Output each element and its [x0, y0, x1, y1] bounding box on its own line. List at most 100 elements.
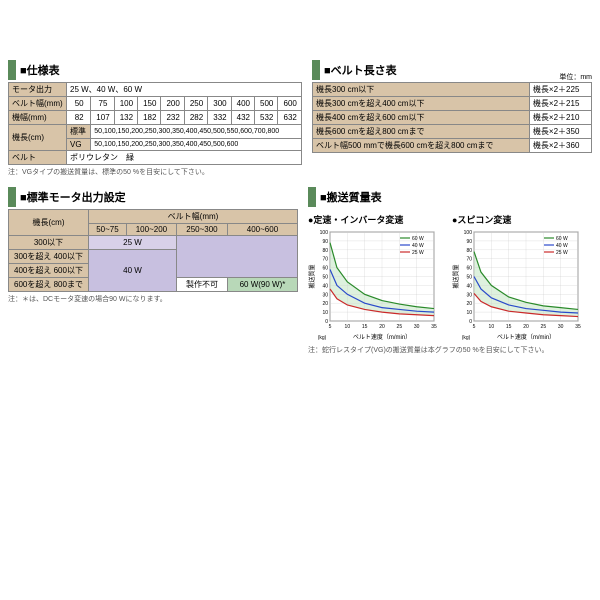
svg-text:搬送質量: 搬送質量 [308, 264, 316, 288]
svg-text:10: 10 [466, 310, 472, 316]
spec-cell: 600 [278, 97, 302, 111]
svg-text:15: 15 [362, 324, 368, 330]
spec-sub: VG [67, 139, 91, 151]
length-table: 機長300 cm以下機長×2＋225機長300 cmを超え400 cm以下機長×… [312, 82, 592, 153]
set-col: 400~600 [227, 224, 297, 236]
spec-cell: 50 [67, 97, 91, 111]
svg-text:5: 5 [329, 324, 332, 330]
set-row: 400を超え 600以下 [9, 264, 89, 278]
w25: 25 W [89, 236, 177, 250]
spec-cell: 632 [278, 111, 302, 125]
svg-text:5: 5 [473, 324, 476, 330]
svg-text:30: 30 [414, 324, 420, 330]
svg-text:30: 30 [466, 292, 472, 298]
svg-text:20: 20 [523, 324, 529, 330]
spec-label: 機幅(mm) [9, 111, 67, 125]
chart2-title: ●スピコン変速 [452, 213, 592, 226]
spec-title: ■仕様表 [8, 60, 302, 80]
spec-cell: 532 [255, 111, 278, 125]
svg-text:20: 20 [379, 324, 385, 330]
set-col: 250~300 [176, 224, 227, 236]
col-header: ベルト幅(mm) [89, 210, 298, 224]
spec-label: ベルト幅(mm) [9, 97, 67, 111]
len-cell: 機長600 cmを超え800 cmまで [313, 125, 530, 139]
svg-text:10: 10 [489, 324, 495, 330]
set-col: 100~200 [126, 224, 176, 236]
svg-text:30: 30 [322, 292, 328, 298]
transport-title: ■搬送質量表 [308, 187, 592, 207]
len-cell: 機長×2＋360 [529, 139, 591, 153]
svg-text:60 W: 60 W [556, 236, 568, 242]
len-cell: 機長×2＋225 [529, 83, 591, 97]
svg-text:35: 35 [431, 324, 437, 330]
setting-note: 注：＊は、DCモータ変速の場合90 Wになります。 [8, 294, 298, 304]
svg-text:80: 80 [322, 248, 328, 254]
svg-text:ベルト速度（m/min）: ベルト速度（m/min） [353, 333, 411, 341]
len-cell: 機長300 cmを超え400 cm以下 [313, 97, 530, 111]
spec-cell: 150 [138, 97, 161, 111]
spec-val: 25 W、40 W、60 W [67, 83, 302, 97]
spec-sub: 標準 [67, 125, 91, 139]
svg-text:60: 60 [322, 266, 328, 272]
len-cell: 機長×2＋210 [529, 111, 591, 125]
w40: 40 W [89, 250, 177, 292]
spec-cell: 250 [184, 97, 207, 111]
svg-text:35: 35 [575, 324, 581, 330]
svg-text:60 W: 60 W [412, 236, 424, 242]
svg-text:25 W: 25 W [556, 250, 568, 256]
spec-cell: 200 [161, 97, 184, 111]
spec-cell: 232 [161, 111, 184, 125]
len-cell: 機長×2＋350 [529, 125, 591, 139]
svg-text:25: 25 [541, 324, 547, 330]
spec-note: 注：VGタイプの搬送質量は、標準の50 %を目安にして下さい。 [8, 167, 302, 177]
svg-text:40 W: 40 W [556, 243, 568, 249]
w40 [176, 236, 297, 278]
svg-text:100: 100 [320, 230, 329, 236]
svg-text:40: 40 [466, 283, 472, 289]
spec-cell: 300 [208, 97, 231, 111]
svg-text:ベルト速度（m/min）: ベルト速度（m/min） [497, 333, 555, 341]
set-row: 600を超え 800まで [9, 278, 89, 292]
svg-text:20: 20 [322, 301, 328, 307]
svg-text:25 W: 25 W [412, 250, 424, 256]
setting-table: 機長(cm)ベルト幅(mm) 50~75100~200250~300400~60… [8, 209, 298, 292]
svg-text:(kg): (kg) [462, 335, 471, 341]
w60: 60 W(90 W)* [227, 278, 297, 292]
len-cell: 機長400 cmを超え600 cm以下 [313, 111, 530, 125]
svg-text:(kg): (kg) [318, 335, 327, 341]
svg-text:50: 50 [466, 275, 472, 281]
spec-val: 50,100,150,200,250,300,350,400,450,500,6… [91, 139, 302, 151]
spec-cell: 182 [138, 111, 161, 125]
svg-text:90: 90 [466, 239, 472, 245]
svg-text:10: 10 [345, 324, 351, 330]
spec-label: ベルト [9, 151, 67, 165]
spec-cell: 332 [208, 111, 231, 125]
svg-text:50: 50 [322, 275, 328, 281]
spec-cell: 400 [231, 97, 254, 111]
svg-text:25: 25 [397, 324, 403, 330]
svg-text:100: 100 [464, 230, 473, 236]
svg-text:搬送質量: 搬送質量 [452, 264, 460, 288]
spec-cell: 500 [255, 97, 278, 111]
svg-text:70: 70 [322, 257, 328, 263]
len-cell: 機長300 cm以下 [313, 83, 530, 97]
spec-cell: 107 [91, 111, 114, 125]
svg-text:90: 90 [322, 239, 328, 245]
chart1: 0102030405060708090100510152025303560 W4… [308, 228, 448, 343]
svg-text:40 W: 40 W [412, 243, 424, 249]
spec-cell: 100 [114, 97, 137, 111]
svg-text:15: 15 [506, 324, 512, 330]
len-cell: 機長×2＋215 [529, 97, 591, 111]
set-col: 50~75 [89, 224, 127, 236]
spec-label: モータ出力 [9, 83, 67, 97]
svg-text:40: 40 [322, 283, 328, 289]
spec-label: 機長(cm) [9, 125, 67, 151]
svg-text:80: 80 [466, 248, 472, 254]
svg-text:20: 20 [466, 301, 472, 307]
chart1-title: ●定速・インバータ変速 [308, 213, 448, 226]
svg-text:30: 30 [558, 324, 564, 330]
spec-table: モータ出力25 W、40 W、60 W ベルト幅(mm)507510015020… [8, 82, 302, 165]
spec-cell: 132 [114, 111, 137, 125]
set-row: 300以下 [9, 236, 89, 250]
row-header: 機長(cm) [9, 210, 89, 236]
